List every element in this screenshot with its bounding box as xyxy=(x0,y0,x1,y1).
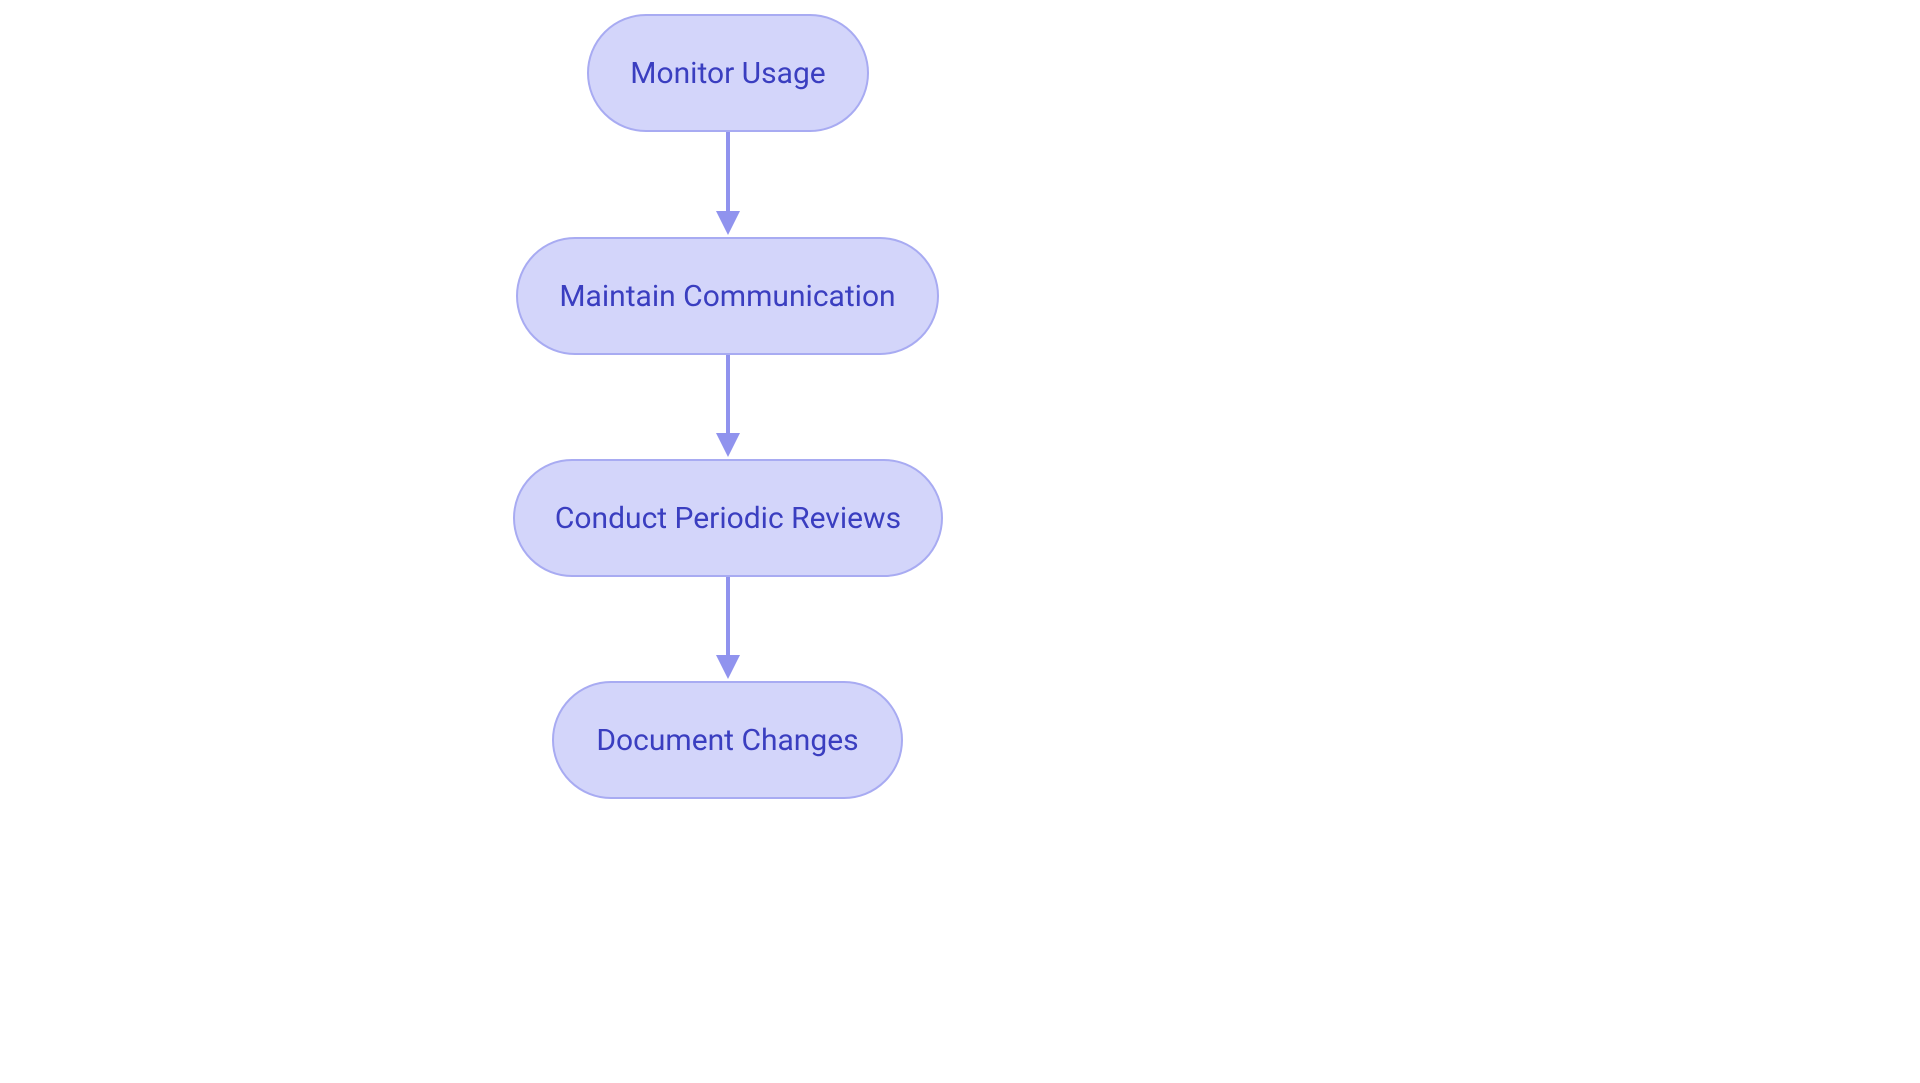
node-label: Conduct Periodic Reviews xyxy=(555,501,901,536)
flowchart-canvas: Monitor Usage Maintain Communication Con… xyxy=(0,0,1920,1083)
node-label: Monitor Usage xyxy=(630,56,825,91)
edge-1-2 xyxy=(0,0,1920,1083)
node-label: Document Changes xyxy=(596,723,858,758)
node-maintain-communication: Maintain Communication xyxy=(516,237,939,355)
node-conduct-periodic-reviews: Conduct Periodic Reviews xyxy=(513,459,943,577)
node-monitor-usage: Monitor Usage xyxy=(587,14,869,132)
node-document-changes: Document Changes xyxy=(552,681,903,799)
node-label: Maintain Communication xyxy=(559,279,895,314)
